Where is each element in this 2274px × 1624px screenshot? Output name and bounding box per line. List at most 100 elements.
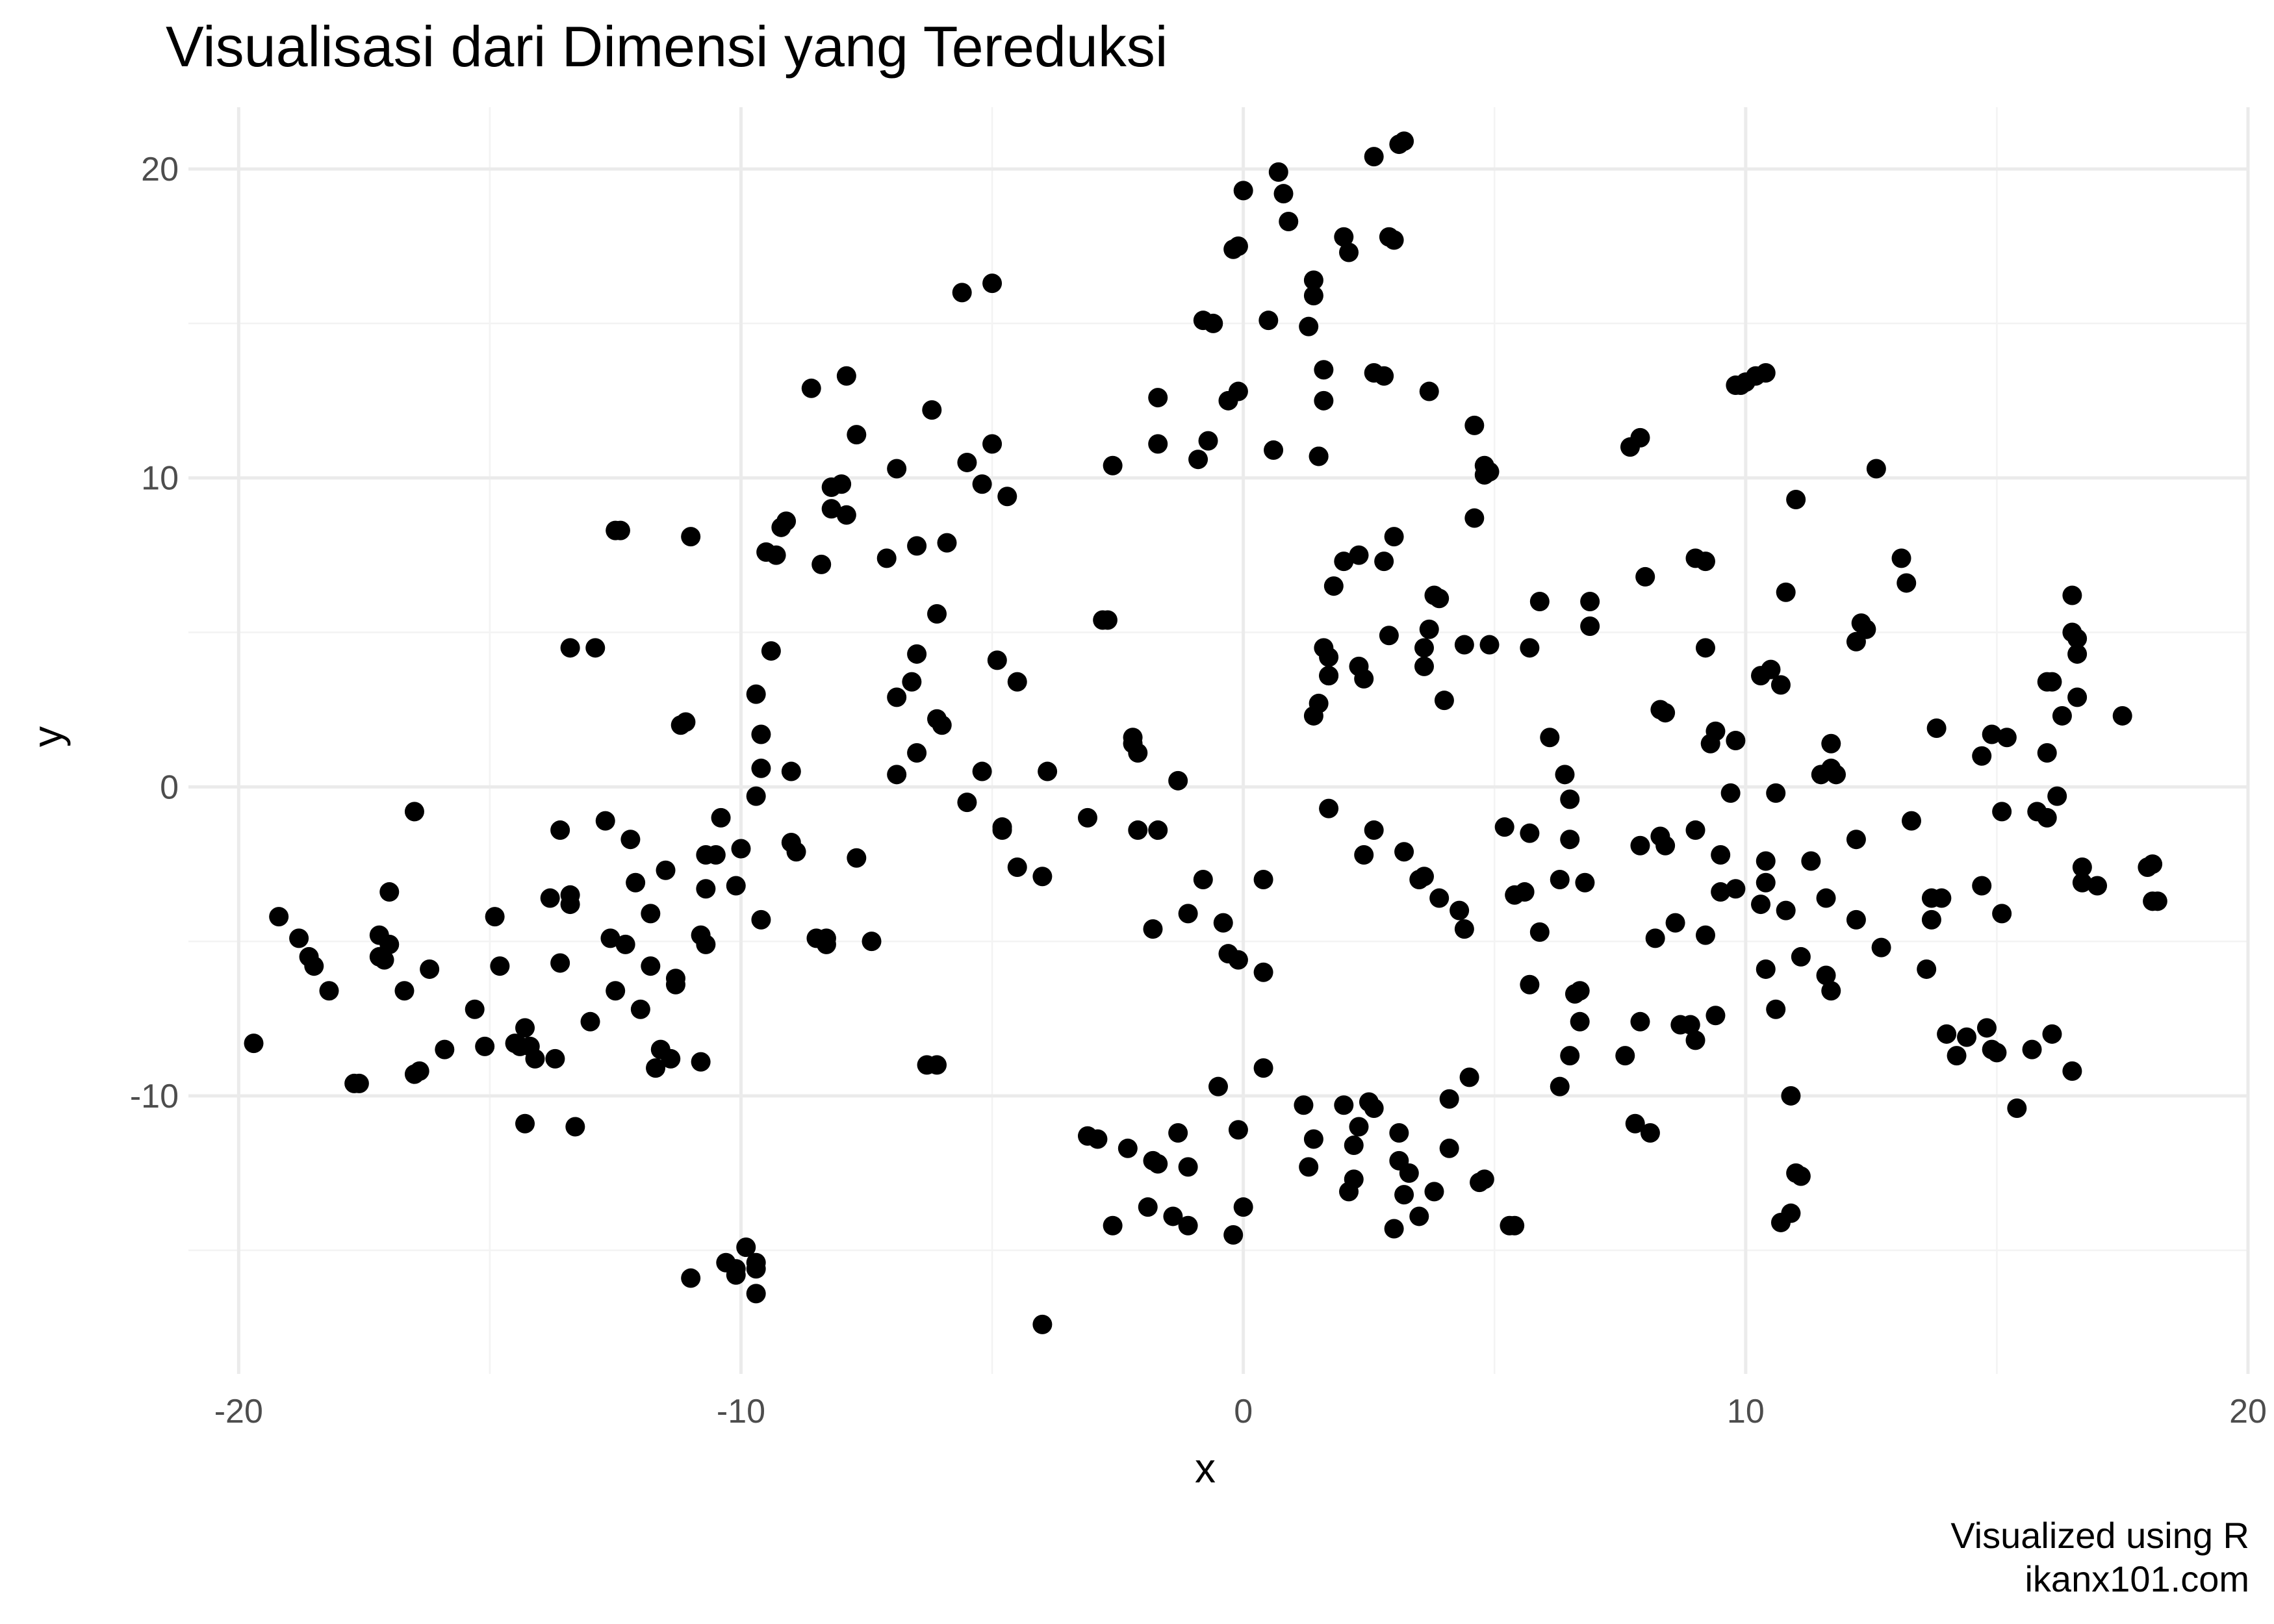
data-point: [1680, 1015, 1700, 1035]
data-point: [1434, 691, 1454, 711]
data-point: [1695, 638, 1715, 658]
data-point: [1635, 566, 1655, 587]
data-point: [525, 1048, 545, 1069]
data-point: [1560, 1046, 1580, 1066]
data-point: [1630, 1011, 1650, 1032]
data-point: [515, 1018, 535, 1038]
data-point: [957, 452, 977, 472]
data-point: [1756, 959, 1776, 979]
data-point: [972, 761, 992, 781]
data-point: [691, 1052, 711, 1072]
data-point: [1706, 1006, 1726, 1026]
data-point: [902, 672, 922, 692]
data-point: [1208, 1076, 1228, 1097]
data-point: [1706, 721, 1726, 741]
data-point: [1645, 928, 1665, 948]
data-point: [1253, 1058, 1273, 1078]
data-point: [1982, 724, 2002, 744]
data-point: [1138, 1197, 1158, 1217]
data-point: [1786, 490, 1806, 510]
data-point: [2037, 807, 2057, 828]
data-point: [781, 761, 801, 781]
data-point: [656, 860, 676, 880]
data-point: [1419, 381, 1439, 401]
data-point: [1580, 591, 1600, 611]
data-point: [560, 638, 580, 658]
data-point: [1314, 360, 1334, 380]
data-point: [1550, 870, 1570, 890]
data-point: [1193, 870, 1213, 890]
data-point: [1891, 548, 1911, 568]
data-point: [394, 981, 415, 1001]
data-point: [1178, 1215, 1198, 1236]
data-point: [1097, 610, 1118, 630]
data-point: [1007, 672, 1027, 692]
data-point: [1188, 450, 1208, 470]
data-point: [862, 932, 882, 952]
data-point: [1309, 446, 1329, 466]
data-point: [1655, 835, 1676, 856]
data-point: [1038, 761, 1058, 781]
data-point: [2143, 854, 2163, 874]
data-point: [379, 882, 400, 902]
data-point: [1976, 1018, 1997, 1038]
data-point: [610, 520, 630, 540]
data-point: [1464, 415, 1485, 435]
data-point: [1514, 882, 1535, 902]
data-point: [1479, 635, 1500, 655]
data-point: [1344, 1136, 1364, 1156]
data-point: [1303, 286, 1323, 306]
data-point: [600, 928, 620, 948]
data-point: [1414, 867, 1434, 887]
data-point: [1776, 582, 1796, 602]
data-point: [1726, 879, 1746, 899]
data-point: [1253, 870, 1273, 890]
x-tick-label: 10: [1727, 1393, 1765, 1430]
data-point: [1655, 703, 1676, 723]
data-point: [746, 1259, 766, 1279]
data-point: [1695, 925, 1715, 945]
x-tick-label: 20: [2229, 1393, 2267, 1430]
data-point: [1520, 823, 1540, 843]
data-point: [726, 1265, 746, 1285]
data-point: [585, 638, 606, 658]
data-point: [1450, 900, 1470, 920]
data-point: [1997, 728, 2017, 748]
data-point: [560, 894, 580, 915]
data-point: [1685, 820, 1706, 840]
data-point: [545, 1048, 565, 1069]
data-point: [1103, 1215, 1123, 1236]
data-point: [1454, 635, 1474, 655]
data-point: [1947, 1046, 1967, 1066]
data-point: [927, 604, 947, 624]
data-point: [1198, 431, 1218, 451]
data-point: [349, 1073, 369, 1093]
x-tick-label: -20: [214, 1393, 263, 1430]
data-point: [1630, 427, 1650, 448]
data-point: [1866, 459, 1886, 479]
data-point: [982, 273, 1003, 294]
data-point: [1640, 1123, 1660, 1143]
data-point: [1303, 270, 1323, 290]
data-point: [1459, 1067, 1479, 1087]
data-point: [1379, 626, 1399, 646]
data-point: [751, 758, 771, 778]
data-point: [2047, 786, 2067, 806]
data-point: [404, 802, 424, 822]
data-point: [696, 934, 716, 954]
data-point: [836, 366, 856, 386]
data-point: [1364, 820, 1384, 840]
data-point: [550, 820, 570, 840]
chart-title: Visualisasi dari Dimensi yang Tereduksi: [166, 14, 1168, 79]
data-point: [1926, 718, 1947, 738]
data-point: [490, 956, 510, 976]
data-point: [1409, 1206, 1429, 1226]
data-point: [1540, 728, 1560, 748]
data-point: [801, 378, 821, 398]
data-point: [907, 536, 927, 556]
data-point: [1118, 1138, 1138, 1158]
data-point: [1479, 462, 1500, 482]
data-point: [1273, 184, 1294, 204]
data-point: [540, 888, 560, 908]
data-point: [1560, 789, 1580, 809]
